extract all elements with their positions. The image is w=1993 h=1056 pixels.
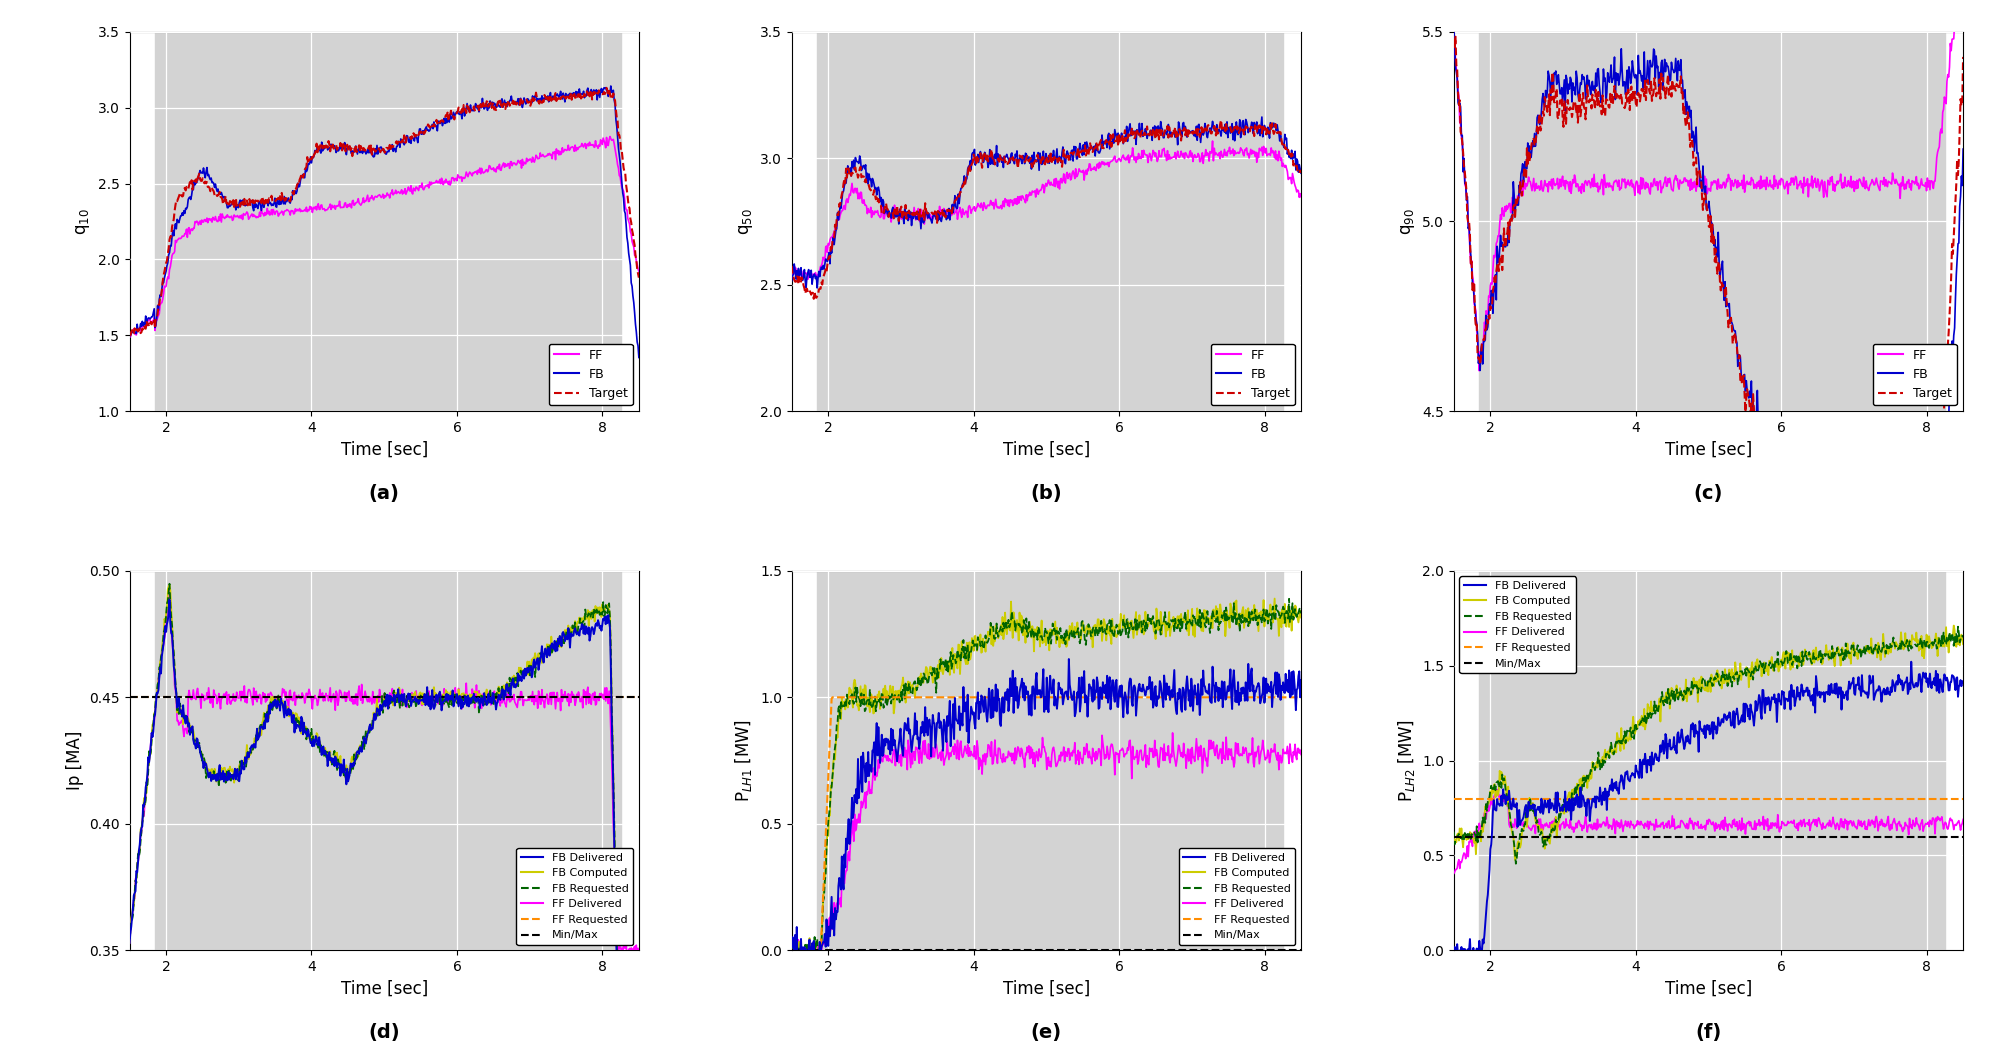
Bar [817, 32, 1283, 412]
Legend: FB Delivered, FB Computed, FB Requested, FF Delivered, FF Requested, Min/Max: FB Delivered, FB Computed, FB Requested,… [1178, 848, 1295, 945]
Text: (d): (d) [369, 1022, 401, 1041]
X-axis label: Time [sec]: Time [sec] [341, 440, 428, 458]
X-axis label: Time [sec]: Time [sec] [1002, 440, 1090, 458]
Y-axis label: P$_{LH2}$ [MW]: P$_{LH2}$ [MW] [1395, 719, 1417, 803]
X-axis label: Time [sec]: Time [sec] [1002, 980, 1090, 998]
Bar [155, 32, 620, 412]
X-axis label: Time [sec]: Time [sec] [1664, 440, 1752, 458]
X-axis label: Time [sec]: Time [sec] [341, 980, 428, 998]
Text: (e): (e) [1030, 1022, 1062, 1041]
Legend: FB Delivered, FB Computed, FB Requested, FF Delivered, FF Requested, Min/Max: FB Delivered, FB Computed, FB Requested,… [516, 848, 634, 945]
Bar [1479, 570, 1945, 950]
Y-axis label: Ip [MA]: Ip [MA] [66, 731, 84, 790]
Y-axis label: q$_{90}$: q$_{90}$ [1399, 208, 1417, 234]
Legend: FF, FB, Target: FF, FB, Target [1212, 343, 1295, 406]
Y-axis label: q$_{50}$: q$_{50}$ [737, 208, 755, 234]
Text: (c): (c) [1694, 484, 1724, 503]
Legend: FF, FB, Target: FF, FB, Target [1873, 343, 1957, 406]
Y-axis label: q$_{10}$: q$_{10}$ [74, 208, 92, 234]
X-axis label: Time [sec]: Time [sec] [1664, 980, 1752, 998]
Bar [817, 570, 1283, 950]
Legend: FB Delivered, FB Computed, FB Requested, FF Delivered, FF Requested, Min/Max: FB Delivered, FB Computed, FB Requested,… [1459, 577, 1576, 673]
Legend: FF, FB, Target: FF, FB, Target [548, 343, 632, 406]
Text: (b): (b) [1030, 484, 1062, 503]
Y-axis label: P$_{LH1}$ [MW]: P$_{LH1}$ [MW] [733, 719, 755, 803]
Text: (f): (f) [1696, 1022, 1722, 1041]
Text: (a): (a) [369, 484, 401, 503]
